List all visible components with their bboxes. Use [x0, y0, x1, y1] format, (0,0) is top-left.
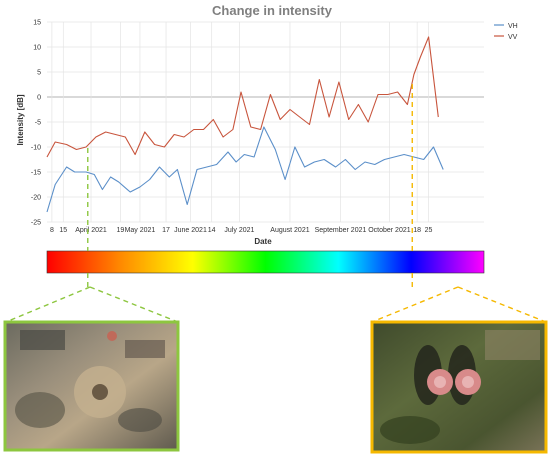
- marker-april: [5, 148, 179, 323]
- x-tick-label: 8: [50, 227, 54, 234]
- y-axis-label: Intensity [dB]: [16, 94, 25, 145]
- marker-october: [371, 84, 547, 323]
- x-tick-label: August 2021: [270, 227, 309, 234]
- y-tick-label: -20: [31, 195, 41, 202]
- x-tick-label: September 2021: [315, 227, 367, 234]
- aerial-photo-october: [370, 320, 548, 454]
- y-tick-labels: -25 -20 -15 -10 -5 0 5 10 15: [31, 20, 41, 227]
- x-axis-label: Date: [254, 237, 272, 246]
- aerial-photo-april: [3, 320, 180, 452]
- x-tick-label: 15: [59, 227, 67, 234]
- legend: VH VV: [494, 23, 518, 41]
- y-tick-label: -25: [31, 220, 41, 227]
- y-tick-label: -10: [31, 145, 41, 152]
- series: [46, 36, 444, 213]
- x-tick-label: June 2021: [174, 227, 207, 234]
- y-tick-label: -5: [35, 120, 41, 127]
- legend-label-vh: VH: [508, 23, 518, 30]
- x-tick-label: 17: [162, 227, 170, 234]
- x-tick-label: 25: [425, 227, 433, 234]
- time-colorbar: [46, 250, 485, 274]
- grid: [47, 21, 484, 223]
- x-tick-label: July 2021: [224, 227, 254, 234]
- series-line-vv: [46, 36, 439, 158]
- x-tick-label: 18: [413, 227, 421, 234]
- x-tick-label: May 2021: [125, 227, 156, 234]
- y-tick-label: 10: [33, 45, 41, 52]
- chart-title: Change in intensity: [212, 3, 333, 18]
- y-tick-label: -15: [31, 170, 41, 177]
- y-tick-label: 5: [37, 70, 41, 77]
- series-line-vh: [46, 126, 444, 213]
- legend-label-vv: VV: [508, 34, 518, 41]
- y-tick-label: 15: [33, 20, 41, 27]
- x-tick-label: October 2021: [368, 227, 411, 234]
- y-tick-label: 0: [37, 95, 41, 102]
- x-tick-label: 19: [116, 227, 124, 234]
- x-tick-label: April 2021: [75, 227, 107, 234]
- x-tick-label: 14: [208, 227, 216, 234]
- x-tick-labels: 8 15 April 2021 19 May 2021 17 June 2021 14 July…: [50, 227, 433, 234]
